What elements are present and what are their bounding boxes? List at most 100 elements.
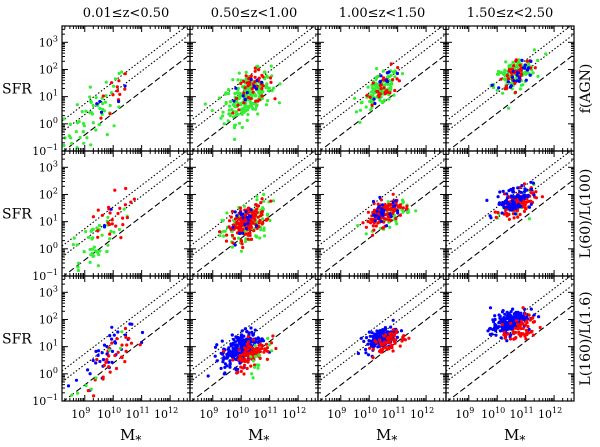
green-point xyxy=(262,70,266,74)
red-point xyxy=(365,93,369,97)
blue-point xyxy=(234,368,238,372)
red-point xyxy=(264,342,269,346)
red-point xyxy=(248,233,252,238)
green-point xyxy=(268,218,272,223)
blue-point xyxy=(234,86,238,90)
red-point xyxy=(129,341,134,345)
x-tick-label: 1012 xyxy=(154,406,178,421)
blue-point xyxy=(102,343,107,347)
green-point xyxy=(219,116,223,120)
green-point xyxy=(386,200,390,204)
blue-point xyxy=(522,196,526,200)
green-point xyxy=(78,135,82,140)
green-point xyxy=(368,99,372,104)
green-point xyxy=(262,199,266,203)
y-axis-label: SFR xyxy=(2,207,32,223)
green-point xyxy=(531,71,535,75)
blue-point xyxy=(508,315,512,319)
offset-sequence-line xyxy=(62,158,190,258)
red-point xyxy=(382,333,387,338)
green-point xyxy=(240,112,244,116)
blue-point xyxy=(110,360,114,364)
blue-point xyxy=(379,74,383,78)
green-point xyxy=(414,209,418,213)
red-point xyxy=(232,237,237,241)
red-point xyxy=(95,357,99,362)
green-point xyxy=(88,85,92,89)
red-point xyxy=(245,366,249,371)
red-point xyxy=(242,91,246,95)
red-point xyxy=(379,198,383,202)
blue-point xyxy=(373,334,377,338)
blue-point xyxy=(109,207,113,211)
red-point xyxy=(115,89,119,93)
red-point xyxy=(531,316,535,320)
red-point xyxy=(381,346,385,351)
green-point xyxy=(108,237,112,241)
red-point xyxy=(243,86,247,90)
blue-point xyxy=(504,323,508,327)
red-point xyxy=(108,370,112,374)
green-point xyxy=(97,223,101,228)
offset-sequence-line xyxy=(62,26,188,122)
red-point xyxy=(232,223,236,227)
green-point xyxy=(242,106,246,110)
x-tick-label: 1010 xyxy=(97,406,121,421)
red-point xyxy=(254,351,258,355)
blue-point xyxy=(511,190,516,194)
blue-point xyxy=(238,361,242,365)
blue-point xyxy=(94,349,98,353)
red-point xyxy=(240,356,244,360)
blue-point xyxy=(503,312,507,316)
blue-point xyxy=(245,91,249,95)
x-tick-label: 109 xyxy=(455,406,474,421)
green-point xyxy=(94,128,98,132)
green-point xyxy=(364,232,368,236)
red-point xyxy=(391,78,395,82)
red-point xyxy=(526,325,530,329)
red-point xyxy=(248,231,252,235)
y-tick-label: 102 xyxy=(39,186,58,201)
red-point xyxy=(533,66,537,70)
blue-point xyxy=(511,186,515,190)
blue-point xyxy=(500,318,504,323)
blue-point xyxy=(100,351,104,355)
green-point xyxy=(232,126,237,130)
green-point xyxy=(236,86,240,90)
red-point xyxy=(234,225,238,229)
blue-point xyxy=(506,327,510,331)
green-point xyxy=(250,372,254,376)
green-point xyxy=(98,106,102,111)
green-point xyxy=(366,85,370,89)
green-point xyxy=(203,102,207,106)
red-point xyxy=(401,206,405,210)
green-point xyxy=(258,354,262,358)
offset-sequence-line xyxy=(190,151,316,247)
blue-point xyxy=(379,333,383,337)
blue-point xyxy=(372,97,376,101)
blue-point xyxy=(366,353,371,357)
blue-point xyxy=(512,195,516,199)
blue-point xyxy=(505,339,509,343)
red-point xyxy=(394,338,398,342)
red-point xyxy=(390,208,394,212)
green-point xyxy=(255,198,259,202)
blue-point xyxy=(244,226,248,231)
red-point xyxy=(260,343,264,348)
red-point xyxy=(513,90,518,94)
red-point xyxy=(264,218,268,222)
blue-point xyxy=(524,194,528,198)
green-point xyxy=(112,230,116,234)
blue-point xyxy=(66,384,71,388)
panel-r2-c2: 109 1010 1011 1012 xyxy=(317,275,447,421)
red-point xyxy=(388,91,392,95)
red-point xyxy=(521,322,525,326)
green-point xyxy=(249,355,253,359)
blue-point xyxy=(364,347,368,352)
red-point xyxy=(239,238,243,242)
green-point xyxy=(395,222,399,226)
green-point xyxy=(255,363,259,367)
green-point xyxy=(108,103,112,108)
red-point xyxy=(493,210,497,214)
red-point xyxy=(371,81,375,85)
